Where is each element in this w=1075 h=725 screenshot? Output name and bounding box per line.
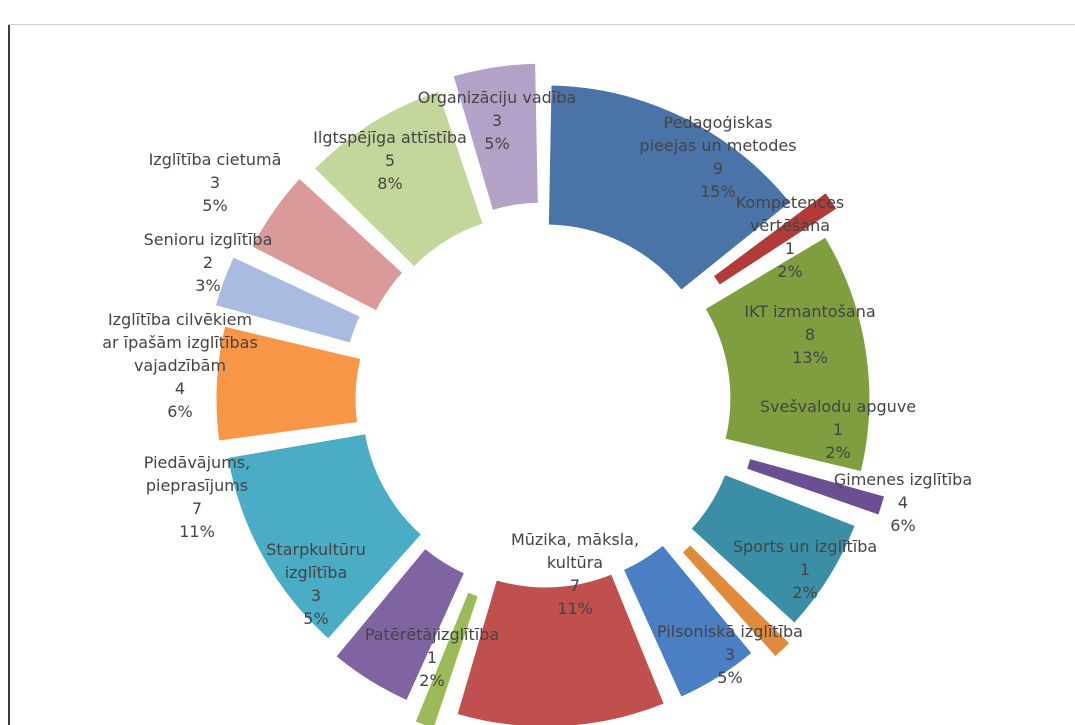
pie-slice <box>681 544 791 658</box>
slice-label-name: Organizāciju vadība <box>418 88 576 107</box>
slice-label-value: 1 <box>800 560 810 579</box>
slice-label-percent: 3% <box>195 276 220 295</box>
slice-data-label: Pilsoniskā izglītība 3 5% <box>657 622 803 687</box>
pie-slice <box>622 544 753 698</box>
slice-label-name: Piedāvājums, <box>144 453 250 472</box>
slice-label-percent: 5% <box>303 609 328 628</box>
slice-label-percent: 5% <box>484 134 509 153</box>
pie-slice <box>547 84 792 291</box>
slice-label-percent: 15% <box>700 182 736 201</box>
slice-label-percent: 5% <box>717 668 742 687</box>
slice-data-label: Patērētājizglītība 1 2% <box>365 625 499 690</box>
slice-label-value: 2 <box>203 253 213 272</box>
slice-data-label: Senioru izglītība 2 3% <box>144 230 273 295</box>
slice-label-percent: 2% <box>825 443 850 462</box>
slice-data-label: Izglītība cietumā 3 5% <box>149 150 282 215</box>
pie-slice <box>215 325 362 442</box>
slice-label-value: 1 <box>833 420 843 439</box>
slice-data-label: Svešvalodu apguve 1 2% <box>760 397 916 462</box>
slice-label-percent: 2% <box>777 262 802 281</box>
slice-data-label: Ilgtspējīga attīstība 5 8% <box>313 128 467 193</box>
slice-label-name: Kompetences <box>736 193 844 212</box>
slice-label-percent: 13% <box>792 348 828 367</box>
pie-slice <box>251 177 404 312</box>
pie-slice <box>452 62 539 211</box>
slice-label-value: 3 <box>492 111 502 130</box>
slice-label-name: Pilsoniskā izglītība <box>657 622 803 641</box>
slice-label-value: 3 <box>210 173 220 192</box>
frame-border <box>8 24 10 725</box>
slice-label-name: Ilgtspējīga attīstība <box>313 128 467 147</box>
slice-label-name: Pedagoģiskas <box>664 113 773 132</box>
slice-label-name: IKT izmantošana <box>744 302 875 321</box>
slice-label-percent: 6% <box>167 402 192 421</box>
slice-label-value: 7 <box>192 499 202 518</box>
slice-data-label: Sports un izglītība 1 2% <box>733 537 877 602</box>
slice-label-percent: 2% <box>792 583 817 602</box>
slice-label-percent: 6% <box>890 516 915 535</box>
pie-slice <box>745 457 886 516</box>
slice-data-label: IKT izmantošana 8 13% <box>744 302 875 367</box>
slice-label-value: 9 <box>713 159 723 178</box>
pie-slice <box>313 90 484 268</box>
slice-label-name: Senioru izglītība <box>144 230 273 249</box>
slice-label-percent: 8% <box>377 174 402 193</box>
slice-data-label: Kompetences vērtēšana 1 2% <box>736 193 844 281</box>
pie-slice <box>704 236 871 473</box>
slice-label-value: 7 <box>570 576 580 595</box>
pie-slice <box>456 573 665 725</box>
slice-label-name: pieprasījums <box>146 476 248 495</box>
slice-label-name: vajadzībām <box>134 356 226 375</box>
slice-label-name: izglītība <box>285 563 348 582</box>
slice-label-name: Izglītība cietumā <box>149 150 282 169</box>
slice-label-percent: 11% <box>557 599 593 618</box>
slice-label-name: vērtēšana <box>750 216 830 235</box>
pie-slice <box>712 191 838 286</box>
slice-label-name: Starpkultūru <box>266 540 365 559</box>
slice-label-percent: 2% <box>419 671 444 690</box>
slice-label-percent: 5% <box>202 196 227 215</box>
pie-slice <box>335 547 466 702</box>
slice-label-name: Svešvalodu apguve <box>760 397 916 416</box>
slice-label-value: 4 <box>175 379 185 398</box>
slice-label-name: pieejas un metodes <box>639 136 796 155</box>
slice-label-value: 5 <box>385 151 395 170</box>
slice-data-label: Mūzika, māksla, kultūra 7 11% <box>511 530 639 618</box>
slice-label-name: Izglītība cilvēkiem <box>108 310 252 329</box>
slice-label-name: ar īpašām izglītības <box>102 333 258 352</box>
slice-label-value: 1 <box>427 648 437 667</box>
slice-label-value: 4 <box>898 493 908 512</box>
frame-border-top <box>8 24 1075 25</box>
slice-label-name: Mūzika, māksla, <box>511 530 639 549</box>
slice-label-value: 3 <box>311 586 321 605</box>
slice-data-label: Ģimenes izglītība 4 6% <box>834 470 972 535</box>
slice-data-label: Organizāciju vadība 3 5% <box>418 88 576 153</box>
pie-slice <box>227 433 423 640</box>
slice-label-name: Sports un izglītība <box>733 537 877 556</box>
slice-data-label: Izglītība cilvēkiem ar īpašām izglītības v… <box>102 310 258 421</box>
pie-slice <box>414 591 479 725</box>
slice-label-name: kultūra <box>547 553 603 572</box>
slice-label-value: 3 <box>725 645 735 664</box>
slice-label-value: 1 <box>785 239 795 258</box>
pie-slice <box>690 473 856 624</box>
slice-data-label: Pedagoģiskas pieejas un metodes 9 15% <box>639 113 796 201</box>
slice-label-name: Patērētājizglītība <box>365 625 499 644</box>
slice-data-label: Starpkultūru izglītība 3 5% <box>266 540 365 628</box>
slice-label-percent: 11% <box>179 522 215 541</box>
slice-label-value: 8 <box>805 325 815 344</box>
slice-data-label: Piedāvājums, pieprasījums 7 11% <box>144 453 250 541</box>
pie-slice <box>214 256 361 344</box>
slice-label-name: Ģimenes izglītība <box>834 470 972 489</box>
